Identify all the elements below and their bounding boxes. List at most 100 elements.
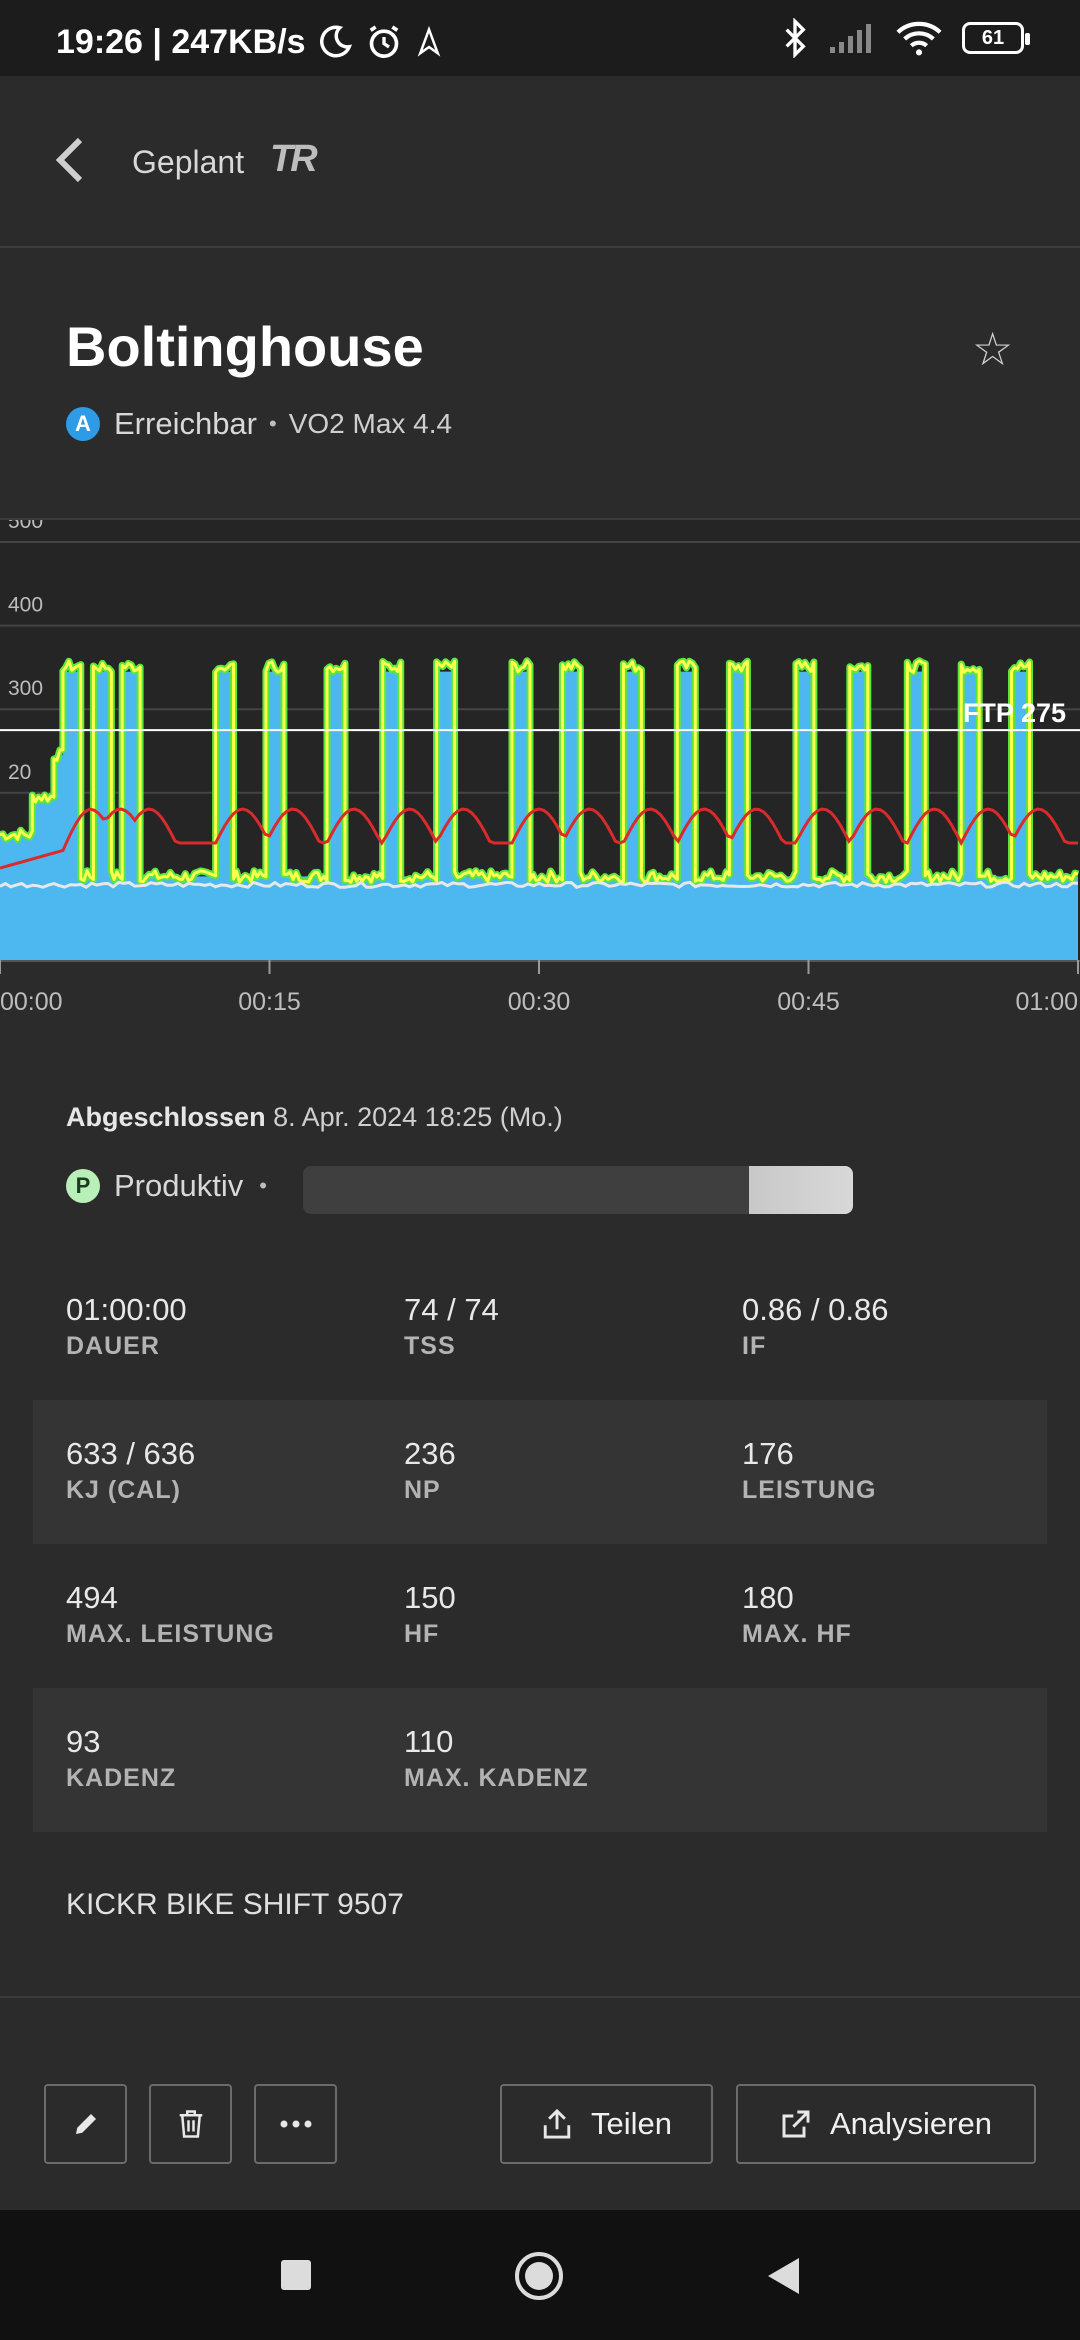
trainerroad-logo: TR [270,138,318,180]
stat-label: TSS [404,1332,456,1360]
separator-dot: • [269,411,277,436]
separator-dot: • [259,1173,267,1198]
external-link-icon [782,2110,810,2138]
chevron-left-icon[interactable] [50,136,90,184]
workout-title: Boltinghouse [66,315,424,378]
stat-hr: 150 HF [404,1580,456,1649]
completed-info: Abgeschlossen 8. Apr. 2024 18:25 (Mo.) [66,1102,563,1133]
navigation-icon [417,25,440,57]
x-tick-label: 00:45 [777,988,840,1016]
battery-level: 61 [981,26,1005,49]
trash-icon [179,2110,202,2138]
x-tick-label: 01:00 [1015,988,1078,1016]
x-tick-label: 00:15 [238,988,301,1016]
stat-value: 180 [742,1580,794,1615]
stat-value: 633 / 636 [66,1436,196,1471]
progression-bar-fill [748,1166,853,1214]
target-power-area [0,671,1078,960]
delete-button[interactable] [149,2084,232,2164]
stats-grid: 01:00:00 DAUER 74 / 74 TSS 0.86 / 0.86 IF 6… [33,1256,1047,1832]
stat-max-cadence: 110 MAX. KADENZ [404,1724,589,1793]
stat-label: KADENZ [66,1764,177,1792]
x-tick-label: 00:30 [508,988,571,1016]
ftp-label: FTP 275 [963,698,1066,728]
stat-duration: 01:00:00 DAUER [66,1292,187,1361]
stat-value: 236 [404,1436,456,1471]
app-header: Geplant TR [0,76,1080,248]
status-time-speed: 19:26 | 247KB/s [56,22,306,61]
recents-icon[interactable] [278,2257,314,2293]
zone-level: VO2 Max 4.4 [288,408,453,439]
stat-label: HF [404,1620,440,1648]
bluetooth-icon [785,18,806,58]
stats-row: 633 / 636 KJ (CAL) 236 NP 176 LEISTUNG [33,1400,1047,1544]
stat-label: MAX. KADENZ [404,1764,589,1792]
progression-bar [303,1166,853,1214]
ellipsis-icon [280,2120,311,2128]
y-tick-label: 300 [8,677,43,700]
upload-icon [543,2108,571,2139]
y-tick-label: 400 [8,594,43,617]
stat-kj: 633 / 636 KJ (CAL) [66,1436,195,1505]
completed-date: 8. Apr. 2024 18:25 (Mo.) [273,1102,563,1132]
stat-value: 176 [742,1436,794,1471]
y-tick-label: 20 [8,761,31,784]
status-left: 19:26 | 247KB/s [56,22,444,62]
more-button[interactable] [254,2084,337,2164]
actual-power-line [0,659,1079,884]
stat-cadence: 93 KADENZ [66,1724,176,1793]
home-icon[interactable] [513,2250,565,2302]
divider [0,1996,1080,1998]
achievable-badge: A [66,407,100,441]
back-nav-icon[interactable] [763,2255,803,2297]
signal-icon [830,24,871,53]
device-name: KICKR BIKE SHIFT 9507 [66,1888,404,1921]
stat-value: 93 [66,1724,101,1759]
workout-level-row: A Erreichbar • VO2 Max 4.4 [66,406,452,442]
stat-power: 176 LEISTUNG [742,1436,876,1505]
stat-value: 110 [404,1724,454,1759]
share-button[interactable]: Teilen [500,2084,713,2164]
stat-label: IF [742,1332,767,1360]
stats-row: 01:00:00 DAUER 74 / 74 TSS 0.86 / 0.86 IF [33,1256,1047,1400]
alarm-icon [369,25,398,59]
stat-if: 0.86 / 0.86 IF [742,1292,889,1361]
stat-max-power: 494 MAX. LEISTUNG [66,1580,275,1649]
stat-np: 236 NP [404,1436,456,1505]
stat-value: 150 [404,1580,456,1615]
status-bar: 19:26 | 247KB/s 61 [0,0,1080,76]
workout-chart-svg: FTP 275 500 400 300 20 00:00 00:15 00:30 00:45 01… [0,520,1080,1026]
wifi-icon [896,21,942,56]
progression-label: Produktiv [114,1168,244,1203]
stat-value: 494 [66,1580,118,1615]
system-nav-bar [0,2210,1080,2340]
cadence-line [0,880,1079,889]
stat-label: MAX. LEISTUNG [66,1620,275,1648]
stat-label: NP [404,1476,441,1504]
star-icon[interactable]: ☆ [972,323,1014,375]
difficulty-label: Erreichbar [114,406,257,441]
stat-max-hr: 180 MAX. HF [742,1580,852,1649]
status-right: 61 [782,18,1030,58]
pencil-icon [75,2114,96,2134]
stats-row: 494 MAX. LEISTUNG 150 HF 180 MAX. HF [33,1544,1047,1688]
edit-button[interactable] [44,2084,127,2164]
stat-label: LEISTUNG [742,1476,877,1504]
stat-label: MAX. HF [742,1620,852,1648]
analyze-label: Analysieren [830,2106,992,2141]
stats-row: 93 KADENZ 110 MAX. KADENZ [33,1688,1047,1832]
stat-label: DAUER [66,1332,160,1360]
stat-value: 74 / 74 [404,1292,499,1327]
productive-badge: P [66,1169,100,1203]
moon-icon [319,25,352,58]
header-title: Geplant [132,144,245,180]
y-tick-label: 500 [8,520,43,533]
workout-chart[interactable]: FTP 275 500 400 300 20 00:00 00:15 00:30 00:45 01… [0,518,1080,1026]
completed-label: Abgeschlossen [66,1102,266,1132]
analyze-button[interactable]: Analysieren [736,2084,1036,2164]
stat-value: 0.86 / 0.86 [742,1292,889,1327]
x-tick-label: 00:00 [0,988,63,1016]
heart-rate-line [0,807,1078,870]
stat-tss: 74 / 74 TSS [404,1292,499,1361]
battery-icon: 61 [962,22,1030,54]
